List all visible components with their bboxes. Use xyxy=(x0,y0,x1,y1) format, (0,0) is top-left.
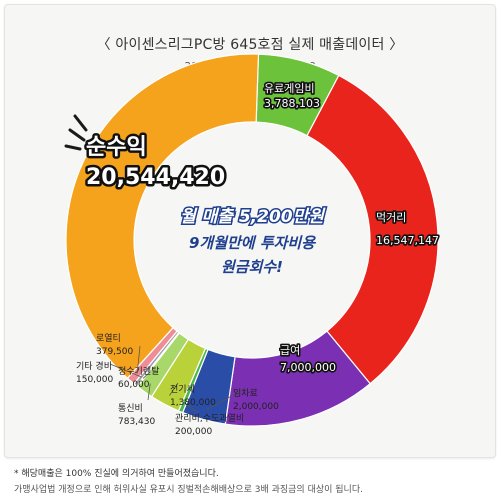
value-rent: 2,000,000 xyxy=(233,402,279,412)
value-food: 16,547,147 xyxy=(376,234,439,247)
value-telecom: 783,430 xyxy=(118,417,155,427)
value-other: 150,000 xyxy=(76,375,113,385)
slice-net_profit xyxy=(65,53,260,380)
label-water: 정수기렌탈 xyxy=(118,366,159,377)
footnote-truth: * 해당매출은 100% 진실에 의거하여 만들어졌습니다. xyxy=(14,469,219,479)
value-game-fee: 3,788,103 xyxy=(264,97,320,110)
value-water: 60,000 xyxy=(118,380,150,390)
leader-electricity xyxy=(169,382,179,396)
value-utilities: 200,000 xyxy=(175,427,212,437)
label-royalty: 로열티 xyxy=(96,333,121,344)
donut-chart: 유료게임비 3,788,103 먹거리 16,547,147 급여 7,000,000 순수… xyxy=(64,53,441,437)
center-message: 월 매출 5,200만원 9개월만에 투자비용 원금회수! xyxy=(179,206,328,277)
value-salary: 7,000,000 xyxy=(280,361,336,374)
label-telecom: 통신비 xyxy=(118,403,143,414)
value-electricity: 1,380,000 xyxy=(170,398,216,408)
center-line-2: 9개월만에 투자비용 xyxy=(189,234,316,252)
label-rent: 임차료 xyxy=(233,387,258,399)
label-electricity: 전기세 xyxy=(170,384,195,395)
leader-royalty xyxy=(136,345,141,374)
center-line-1: 월 매출 5,200만원 xyxy=(180,207,326,227)
center-line-3: 원금회수! xyxy=(221,258,283,276)
label-other: 기타 경비 xyxy=(76,360,112,372)
leader-water xyxy=(142,371,151,379)
slice-food xyxy=(306,74,439,385)
leader-rent xyxy=(206,387,247,411)
label-salary: 급여 xyxy=(280,344,300,357)
label-utilities: 관리비,수도과열비 xyxy=(175,413,244,424)
value-royalty: 379,500 xyxy=(96,347,133,357)
label-food: 먹거리 xyxy=(376,211,406,224)
leader-other xyxy=(109,363,142,378)
chart-title: 〈 아이센스리그PC방 645호점 실제 매출데이터 〉 xyxy=(96,37,404,53)
sparkle-icon xyxy=(64,114,88,151)
label-net-profit: 순수익 xyxy=(86,135,147,160)
footnote-penalty: 가맹사업법 개정으로 인해 허위사실 유포시 징벌적손해배상으로 3배 과징금의… xyxy=(14,485,363,495)
leader-utilities xyxy=(184,402,199,414)
value-net-profit: 20,544,420 xyxy=(86,165,225,190)
label-game-fee: 유료게임비 xyxy=(264,82,315,95)
leader-telecom xyxy=(147,383,151,401)
